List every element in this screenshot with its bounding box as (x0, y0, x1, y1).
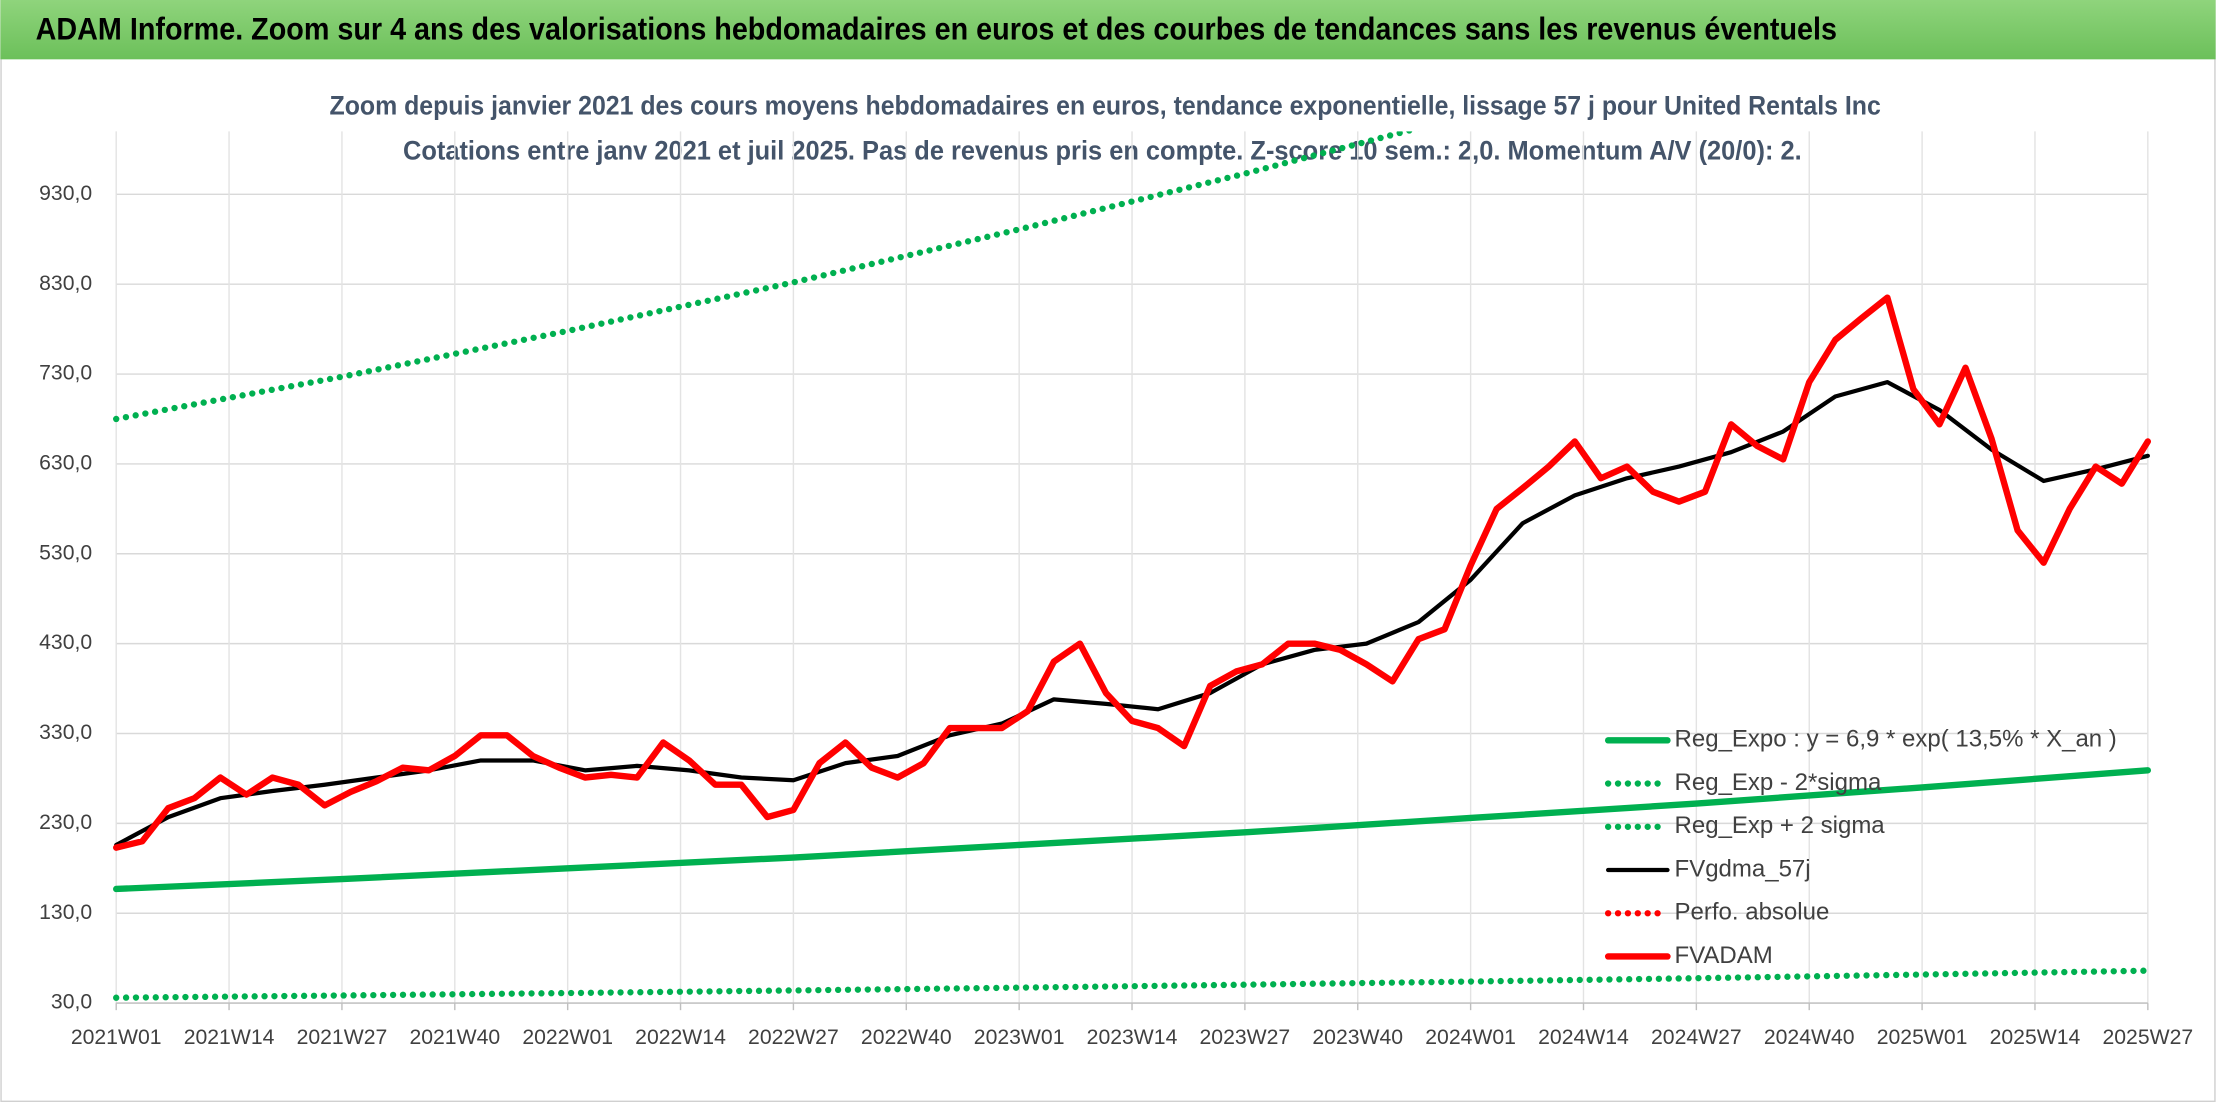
legend-label: FVADAM (1675, 942, 1773, 969)
legend-label: FVgdma_57j (1675, 855, 1811, 882)
x-tick-label: 2021W14 (184, 1026, 275, 1049)
x-tick-label: 2023W27 (1200, 1026, 1291, 1049)
x-tick-label: 2023W01 (974, 1026, 1065, 1049)
legend-label: Reg_Expo : y = 6,9 * exp( 13,5% * X_an ) (1675, 726, 2117, 753)
chart-title: Zoom depuis janvier 2021 des cours moyen… (330, 90, 1881, 120)
plot-area (113, 131, 2152, 1001)
y-tick-label: 130,0 (39, 901, 92, 924)
chart-subtitle: Cotations entre janv 2021 et juil 2025. … (403, 136, 1802, 166)
x-tick-label: 2022W27 (748, 1026, 839, 1049)
y-tick-label: 830,0 (39, 272, 92, 295)
series-line (113, 767, 2152, 893)
series-line (113, 131, 1419, 423)
x-tick-label: 2022W14 (635, 1026, 726, 1049)
y-tick-label: 730,0 (39, 362, 92, 385)
y-tick-label: 230,0 (39, 811, 92, 834)
y-tick-label: 530,0 (39, 541, 92, 564)
header-title: ADAM Informe. Zoom sur 4 ans des valoris… (36, 11, 1837, 46)
grid: 30,0 130,0 230,0 330,0 430,0 530,0 630,0 730,0 8… (39, 131, 2193, 1049)
x-tick-label: 2025W14 (1990, 1026, 2081, 1049)
x-tick-label: 2024W14 (1538, 1026, 1629, 1049)
x-tick-label: 2021W27 (297, 1026, 388, 1049)
x-tick-label: 2021W01 (71, 1026, 162, 1049)
series-line (113, 967, 2152, 1001)
x-tick-label: 2025W27 (2102, 1026, 2193, 1049)
y-tick-label: 930,0 (39, 182, 92, 205)
legend: Reg_Expo : y = 6,9 * exp( 13,5% * X_an )… (1604, 726, 2117, 969)
x-tick-label: 2024W27 (1651, 1026, 1742, 1049)
series-line (114, 380, 2150, 848)
y-tick-label: 30,0 (51, 991, 92, 1014)
y-tick-label: 330,0 (39, 721, 92, 744)
x-tick-label: 2024W01 (1425, 1026, 1516, 1049)
x-tick-label: 2024W40 (1764, 1026, 1855, 1049)
header-band (0, 0, 2216, 60)
legend-label: Reg_Exp + 2 sigma (1675, 812, 1886, 839)
legend-label: Reg_Exp - 2*sigma (1675, 769, 1882, 796)
series-line (113, 294, 2152, 851)
x-tick-label: 2023W40 (1312, 1026, 1403, 1049)
x-tick-label: 2025W01 (1877, 1026, 1968, 1049)
x-tick-label: 2022W01 (522, 1026, 613, 1049)
legend-label: Perfo. absolue (1675, 899, 1830, 926)
x-tick-label: 2023W14 (1087, 1026, 1178, 1049)
x-tick-label: 2021W40 (409, 1026, 500, 1049)
x-tick-label: 2022W40 (861, 1026, 952, 1049)
y-tick-label: 630,0 (39, 451, 92, 474)
y-tick-label: 430,0 (39, 631, 92, 654)
